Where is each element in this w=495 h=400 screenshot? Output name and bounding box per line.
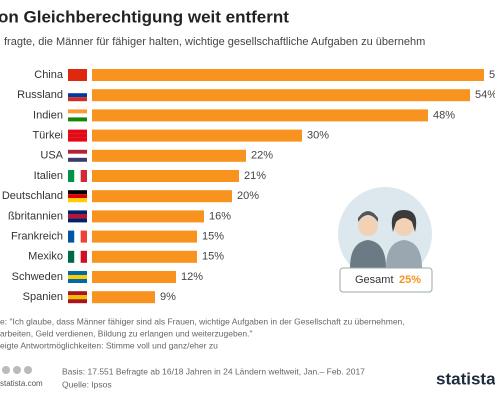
flag-part: [74, 230, 81, 243]
flag-part: [68, 73, 87, 77]
flag-part: [68, 230, 75, 243]
flag: [68, 69, 87, 81]
flag: [68, 230, 87, 243]
bar: [92, 210, 204, 223]
flag: [68, 190, 87, 203]
chart-title: on Gleichberechtigung weit entfernt: [0, 7, 289, 26]
value-label: 48%: [433, 109, 455, 121]
category-label: Mexiko: [28, 251, 63, 263]
flag-part: [80, 250, 87, 263]
illustration: [338, 187, 433, 293]
flag: [68, 271, 87, 283]
flag-part: [68, 291, 87, 296]
category-label: Schweden: [12, 271, 63, 283]
category-label: Deutschland: [2, 190, 63, 202]
flag: [68, 291, 87, 304]
brand: statista: [436, 369, 495, 388]
flag-part: [68, 170, 75, 182]
flag-part: [68, 137, 87, 142]
note: e: "Ich glaube, dass Männer fähiger sind…: [0, 316, 405, 326]
flag-part: [68, 275, 87, 279]
bar: [92, 170, 239, 182]
logo-icons: [2, 366, 32, 374]
bar: [92, 129, 302, 142]
value-label: 9%: [160, 291, 176, 303]
flag-part: [68, 194, 87, 199]
flag-part: [80, 230, 87, 243]
flag-part: [68, 157, 87, 162]
bar: [92, 271, 176, 283]
category-label: China: [34, 69, 64, 81]
flag-part: [68, 97, 87, 102]
flag-part: [68, 89, 87, 94]
category-label: Frankreich: [11, 231, 63, 243]
flag-part: [68, 93, 87, 98]
bar: [92, 250, 197, 263]
site: statista.com: [0, 379, 43, 388]
category-label: Spanien: [23, 291, 63, 303]
category-label: Russland: [17, 89, 63, 101]
flag-part: [80, 170, 87, 182]
total-value: 25%: [399, 274, 421, 286]
flag-part: [74, 250, 81, 263]
flag-part: [68, 218, 87, 223]
value-label: 22%: [251, 150, 273, 162]
flag-part: [68, 214, 87, 219]
value-label: 20%: [237, 190, 259, 202]
category-label: Indien: [33, 109, 63, 121]
flag-part: [68, 271, 87, 275]
flag-part: [68, 295, 87, 300]
chart-subtitle: fragte, die Männer für fähiger halten, w…: [4, 36, 425, 48]
bar: [92, 190, 232, 203]
category-label: Italien: [34, 170, 63, 182]
flag-part: [68, 113, 87, 118]
bar: [92, 89, 470, 102]
total-label: Gesamt: [355, 274, 394, 286]
flag-part: [68, 117, 87, 122]
category-label: ßbritannien: [8, 210, 63, 222]
bar: [92, 69, 484, 81]
flag-part: [68, 210, 87, 215]
flag-part: [68, 133, 87, 138]
flag: [68, 210, 87, 223]
flag-part: [68, 190, 87, 195]
flag-part: [68, 299, 87, 304]
note: eigte Antwortmöglichkeiten: Stimme voll …: [0, 340, 218, 350]
value-label: 15%: [202, 251, 224, 263]
flag: [68, 250, 87, 263]
flag-part: [68, 77, 87, 81]
flag-part: [68, 129, 87, 134]
value-label: 21%: [244, 170, 266, 182]
value-label: 15%: [202, 231, 224, 243]
flag-part: [68, 198, 87, 203]
value-label: 12%: [181, 271, 203, 283]
flag: [68, 109, 87, 122]
flag-part: [68, 250, 75, 263]
value-label: 54%: [475, 89, 495, 101]
bar: [92, 149, 246, 162]
flag-part: [74, 170, 81, 182]
bar: [92, 291, 155, 304]
category-label: USA: [40, 150, 63, 162]
value-label: 30%: [307, 130, 329, 142]
basis: Basis: 17.551 Befragte ab 16/18 Jahren i…: [62, 366, 365, 376]
flag-part: [68, 109, 87, 114]
bar: [92, 230, 197, 243]
flag: [68, 170, 87, 182]
flag-part: [68, 153, 87, 158]
value-label: 16%: [209, 210, 231, 222]
bar: [92, 109, 428, 122]
flag: [68, 129, 87, 142]
flag-part: [68, 279, 87, 283]
flag-part: [68, 69, 87, 73]
note: arbeiten, Geld verdienen, Bildung zu erl…: [0, 328, 253, 338]
flag: [68, 149, 87, 162]
source: Quelle: Ipsos: [62, 379, 112, 389]
flag: [68, 89, 87, 102]
flag-part: [68, 149, 87, 154]
category-label: Türkei: [32, 130, 63, 142]
value-label: 5: [489, 69, 495, 81]
